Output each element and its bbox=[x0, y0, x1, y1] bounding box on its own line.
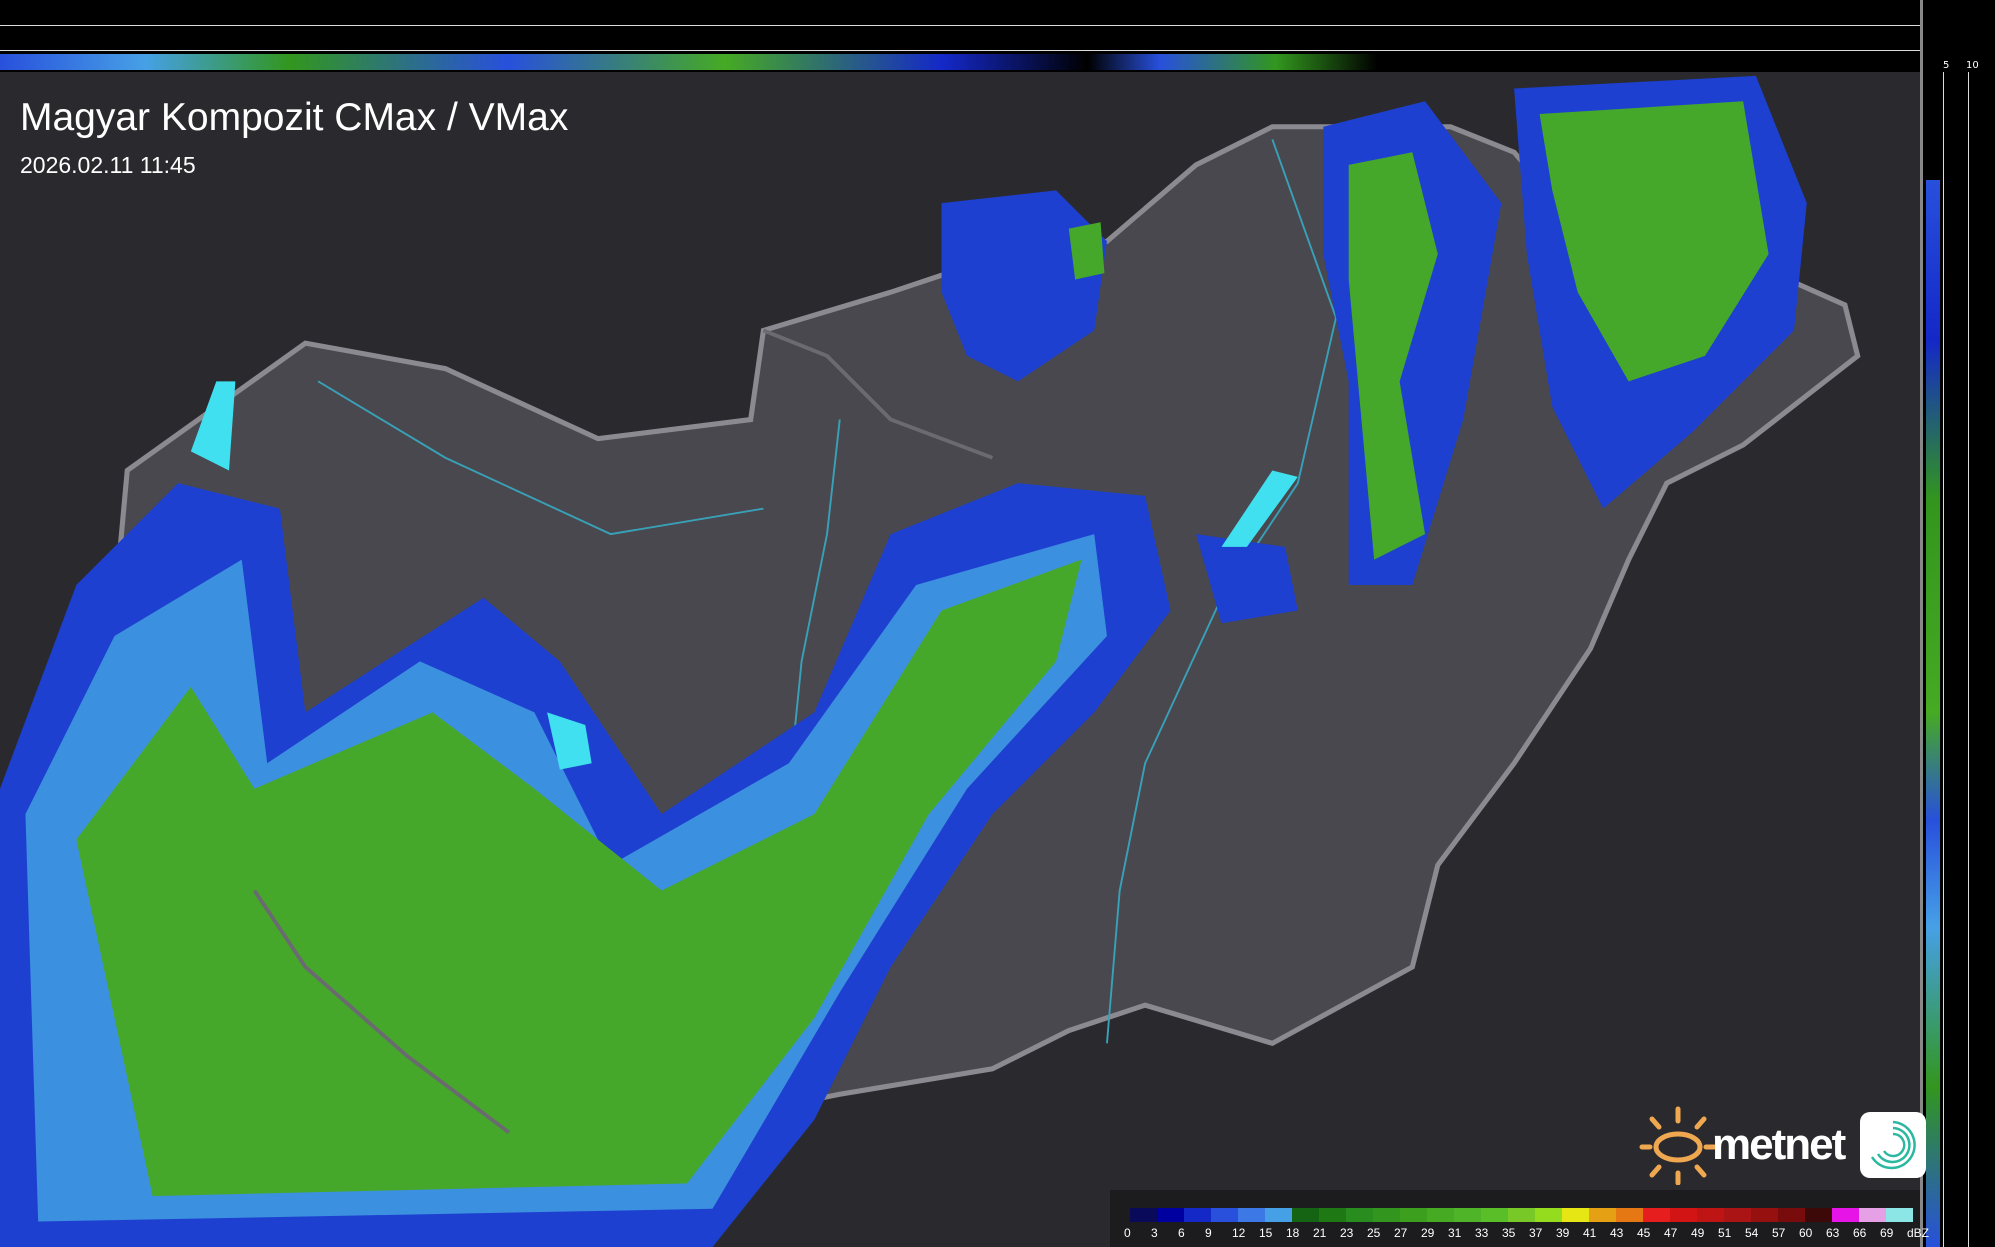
legend-swatch bbox=[1751, 1208, 1778, 1222]
legend-swatch bbox=[1454, 1208, 1481, 1222]
legend-swatch bbox=[1427, 1208, 1454, 1222]
gridline-5 bbox=[1943, 72, 1944, 1247]
legend-value: 37 bbox=[1529, 1226, 1543, 1240]
legend-unit: dBZ bbox=[1907, 1226, 1930, 1240]
legend-value: 29 bbox=[1421, 1226, 1435, 1240]
legend-swatch bbox=[1535, 1208, 1562, 1222]
legend-value: 33 bbox=[1475, 1226, 1489, 1240]
legend-swatch bbox=[1724, 1208, 1751, 1222]
neighbour-borders bbox=[252, 328, 994, 1134]
radar-echoes bbox=[0, 75, 1807, 1247]
legend-value: 47 bbox=[1664, 1226, 1678, 1240]
axis-label: 5 bbox=[1943, 60, 1950, 71]
legend-value: 23 bbox=[1340, 1226, 1354, 1240]
legend-swatch bbox=[1400, 1208, 1427, 1222]
legend-swatch bbox=[1508, 1208, 1535, 1222]
legend-swatch bbox=[1778, 1208, 1805, 1222]
legend-swatch bbox=[1481, 1208, 1508, 1222]
legend-swatch bbox=[1562, 1208, 1589, 1222]
legend-value: 35 bbox=[1502, 1226, 1516, 1240]
legend-value: 3 bbox=[1151, 1226, 1158, 1240]
legend-swatch bbox=[1373, 1208, 1400, 1222]
legend-swatch bbox=[1616, 1208, 1643, 1222]
legend-value: 60 bbox=[1799, 1226, 1813, 1240]
map-title: Magyar Kompozit CMax / VMax bbox=[20, 96, 569, 139]
vertical-profile-panel bbox=[1920, 0, 1995, 1247]
legend-value: 66 bbox=[1853, 1226, 1867, 1240]
legend-value: 43 bbox=[1610, 1226, 1624, 1240]
legend-color-bar bbox=[1130, 1208, 1913, 1222]
legend-value: 18 bbox=[1286, 1226, 1300, 1240]
legend-value: 15 bbox=[1259, 1226, 1273, 1240]
legend-swatch bbox=[1265, 1208, 1292, 1222]
gridline-10 bbox=[0, 25, 1920, 26]
legend-swatch bbox=[1832, 1208, 1859, 1222]
legend-value: 21 bbox=[1313, 1226, 1327, 1240]
radar-map[interactable] bbox=[0, 72, 1920, 1247]
legend-labels: 0 3 6 9 12 15 18 21 23 25 27 29 31 33 35 37 39 41 43 45 47 49… bbox=[1124, 1226, 1929, 1240]
map-timestamp: 2026.02.11 11:45 bbox=[20, 152, 196, 178]
legend-swatch bbox=[1238, 1208, 1265, 1222]
legend-value: 6 bbox=[1178, 1226, 1185, 1240]
sun-icon bbox=[1639, 1106, 1717, 1185]
brand-name: metnet bbox=[1712, 1120, 1846, 1169]
metnet-logo: metnet bbox=[1638, 1105, 1927, 1185]
gridline-5 bbox=[0, 50, 1920, 51]
legend-swatch bbox=[1319, 1208, 1346, 1222]
legend-value: 63 bbox=[1826, 1226, 1840, 1240]
legend-swatch bbox=[1643, 1208, 1670, 1222]
legend-value: 51 bbox=[1718, 1226, 1732, 1240]
app-swirl-icon bbox=[1860, 1112, 1927, 1178]
legend-value: 25 bbox=[1367, 1226, 1381, 1240]
legend-value: 27 bbox=[1394, 1226, 1408, 1240]
legend-swatch bbox=[1886, 1208, 1913, 1222]
legend-value: 12 bbox=[1232, 1226, 1246, 1240]
legend-value: 41 bbox=[1583, 1226, 1597, 1240]
legend-swatch bbox=[1211, 1208, 1238, 1222]
axis-label: 10 bbox=[1966, 60, 1979, 71]
legend-swatch bbox=[1697, 1208, 1724, 1222]
legend-value: 69 bbox=[1880, 1226, 1894, 1240]
gridline-10 bbox=[1968, 72, 1969, 1247]
legend-swatch bbox=[1130, 1208, 1157, 1222]
legend-value: 39 bbox=[1556, 1226, 1570, 1240]
legend-swatch bbox=[1184, 1208, 1211, 1222]
legend-value: 49 bbox=[1691, 1226, 1705, 1240]
legend-swatch bbox=[1157, 1208, 1184, 1222]
profile-echo bbox=[1926, 180, 1940, 1247]
legend-swatch bbox=[1346, 1208, 1373, 1222]
dbz-color-legend: 0 3 6 9 12 15 18 21 23 25 27 29 31 33 35 37 39 41 43 45 47 49… bbox=[1110, 1190, 1929, 1247]
legend-value: 45 bbox=[1637, 1226, 1651, 1240]
legend-value: 9 bbox=[1205, 1226, 1212, 1240]
legend-swatch bbox=[1670, 1208, 1697, 1222]
legend-value: 54 bbox=[1745, 1226, 1759, 1240]
legend-value: 0 bbox=[1124, 1226, 1131, 1240]
horizontal-profile-panel bbox=[0, 0, 1920, 72]
legend-swatch bbox=[1589, 1208, 1616, 1222]
profile-echo bbox=[0, 54, 1450, 70]
legend-swatch bbox=[1805, 1208, 1832, 1222]
legend-swatch bbox=[1292, 1208, 1319, 1222]
legend-swatch bbox=[1859, 1208, 1886, 1222]
legend-value: 57 bbox=[1772, 1226, 1786, 1240]
legend-value: 31 bbox=[1448, 1226, 1462, 1240]
